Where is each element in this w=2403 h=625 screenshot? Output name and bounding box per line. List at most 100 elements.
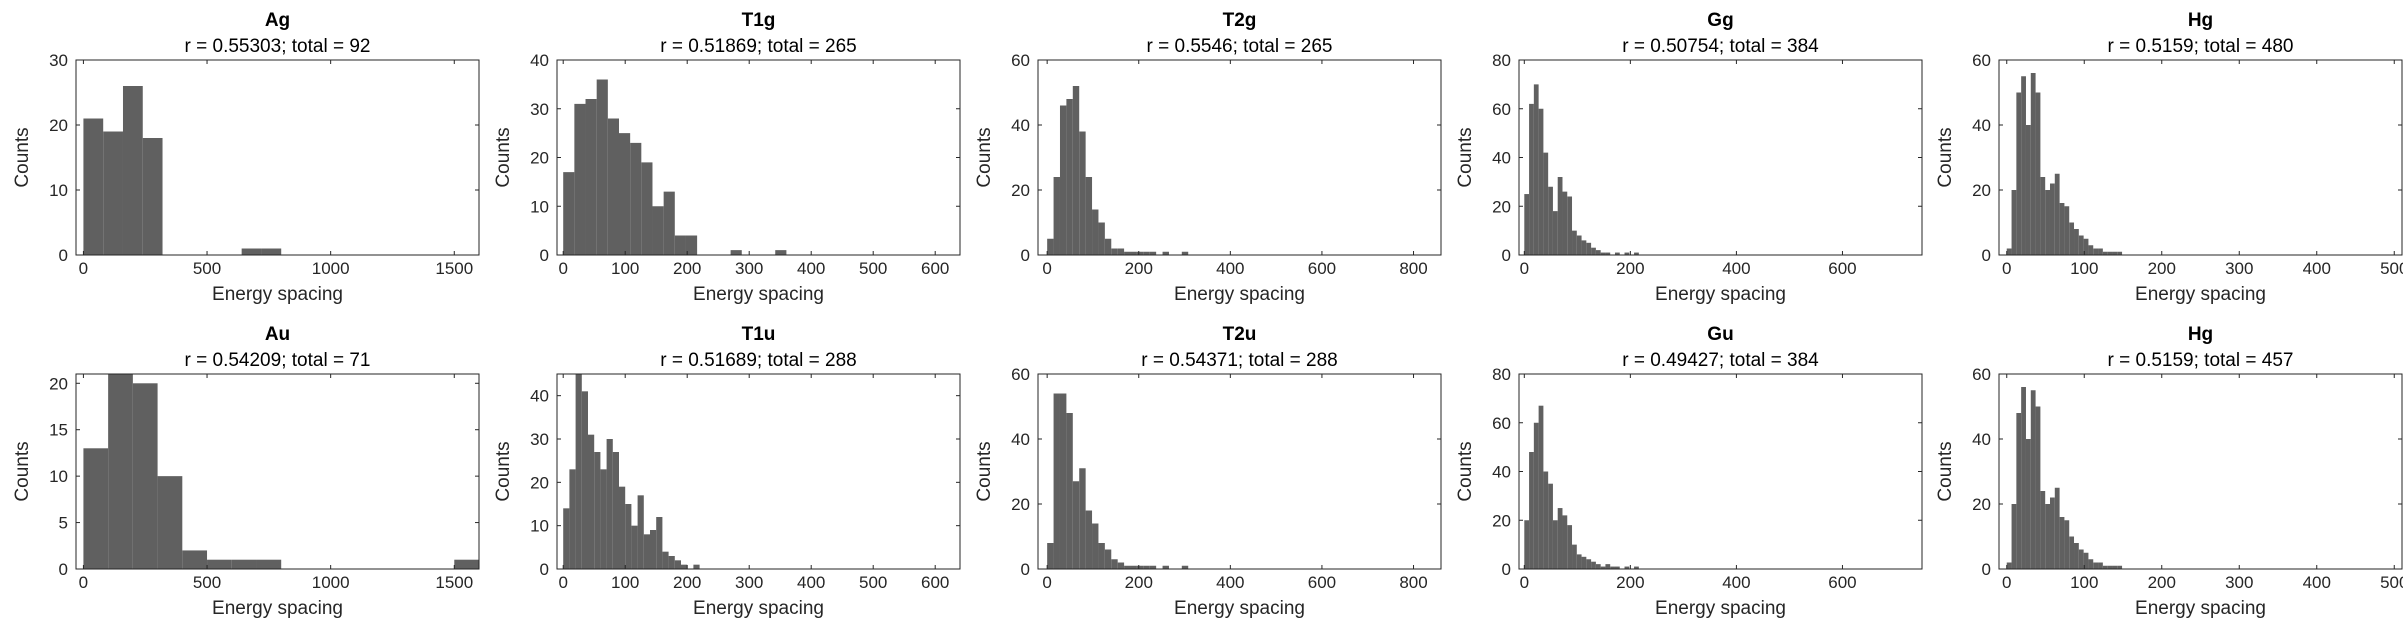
x-tick-label: 200	[1125, 573, 1153, 592]
histogram-bar	[2021, 387, 2026, 569]
panel-subtitle: r = 0.54371; total = 288	[1141, 350, 1338, 371]
histogram-bar	[1162, 565, 1169, 569]
histogram-bar	[2117, 565, 2123, 569]
histogram-bar	[600, 469, 607, 569]
histogram-bar	[1538, 108, 1544, 255]
histogram-bar	[1552, 520, 1558, 569]
x-tick-label: 0	[2002, 573, 2011, 592]
histogram-bar	[1600, 566, 1606, 569]
panel-title: T1g	[742, 10, 776, 31]
x-tick-label: 0	[1042, 259, 1051, 278]
histogram-bar	[650, 530, 657, 569]
histogram-bar	[585, 99, 597, 255]
x-axis-label: Energy spacing	[693, 598, 824, 619]
x-tick-label: 0	[79, 259, 88, 278]
histogram-bar	[2016, 413, 2022, 569]
histogram-bar	[652, 206, 664, 255]
x-tick-label: 500	[859, 259, 887, 278]
x-axis-label: Energy spacing	[1655, 598, 1786, 619]
y-tick-label: 80	[1492, 51, 1511, 70]
x-tick-label: 400	[1216, 259, 1244, 278]
histogram-bar	[2006, 562, 2012, 569]
x-tick-label: 200	[673, 259, 701, 278]
histogram-bar	[625, 504, 632, 569]
histogram-bar	[1092, 523, 1099, 569]
histogram-bar	[2074, 543, 2079, 569]
histogram-bar	[581, 391, 588, 569]
histogram-bar	[575, 374, 582, 569]
histogram-bar	[1085, 510, 1093, 569]
y-tick-label: 20	[530, 473, 549, 492]
x-tick-label: 200	[1125, 259, 1153, 278]
axes-box	[1998, 59, 2403, 256]
x-tick-label: 0	[558, 259, 567, 278]
histogram-bar	[83, 448, 109, 569]
panel-subtitle: r = 0.50754; total = 384	[1622, 36, 1819, 57]
histogram-bar	[1614, 566, 1620, 569]
histogram-bar	[108, 374, 133, 569]
y-tick-label: 10	[530, 197, 549, 216]
histogram-bar	[1591, 247, 1596, 255]
y-tick-label: 15	[49, 421, 68, 440]
y-tick-label: 40	[1492, 149, 1511, 168]
histogram-bar	[1149, 565, 1157, 569]
histogram-bar	[1111, 559, 1118, 569]
x-tick-label: 200	[2148, 573, 2176, 592]
x-axis-label: Energy spacing	[1174, 598, 1305, 619]
y-tick-label: 10	[49, 467, 68, 486]
histogram-bar	[1576, 554, 1582, 570]
histogram-bar	[643, 534, 650, 569]
panel-title: T2g	[1223, 10, 1257, 31]
histogram-bar	[563, 508, 570, 569]
y-tick-label: 20	[1011, 495, 1030, 514]
chart-panel-1: 0 500 1000 1500 0 10 20 30 Ag r = 0.55303; total …	[12, 10, 480, 305]
histogram-bar	[157, 476, 183, 569]
y-tick-label: 20	[1492, 197, 1511, 216]
histogram-bar	[612, 452, 619, 569]
histogram-bar	[1543, 471, 1549, 569]
histogram-bar	[1538, 405, 1544, 569]
histogram-bar	[2054, 173, 2060, 255]
histogram-bar	[1047, 238, 1054, 255]
y-axis-label: Counts	[1935, 441, 1956, 501]
panel-title: T1u	[742, 324, 776, 345]
histogram-bar	[674, 560, 681, 569]
histogram-bar	[2059, 203, 2065, 255]
histogram-bar	[2083, 552, 2089, 569]
histogram-bar	[1524, 520, 1530, 569]
y-tick-label: 0	[1502, 560, 1511, 579]
histogram-bar	[630, 142, 642, 256]
y-tick-label: 40	[530, 51, 549, 70]
histogram-bar	[2049, 497, 2055, 569]
y-tick-label: 30	[530, 100, 549, 119]
histogram-bar	[619, 486, 626, 569]
histogram-bar	[2112, 251, 2118, 255]
histogram-bar	[1117, 562, 1125, 569]
histogram-bar	[1567, 525, 1573, 570]
x-tick-label: 0	[1520, 259, 1529, 278]
histogram-bar	[1124, 565, 1131, 569]
y-tick-label: 0	[1021, 560, 1030, 579]
x-tick-label: 600	[1828, 259, 1856, 278]
histogram-bar	[2011, 504, 2017, 569]
histogram-bar	[1557, 508, 1563, 569]
histogram-bar	[1072, 86, 1080, 255]
histogram-bar	[1130, 565, 1137, 569]
histogram-bar	[241, 248, 262, 255]
y-axis-label: Counts	[974, 127, 995, 187]
panel-subtitle: r = 0.5546; total = 265	[1147, 36, 1333, 57]
x-tick-label: 100	[2070, 259, 2098, 278]
histogram-bar	[1098, 222, 1105, 255]
y-tick-label: 40	[1011, 430, 1030, 449]
histogram-bar	[2054, 487, 2060, 569]
histogram-bar	[2088, 245, 2094, 255]
histogram-bar	[1059, 105, 1067, 255]
axes-box	[1037, 59, 1442, 256]
y-axis-label: Counts	[1455, 441, 1476, 501]
x-tick-label: 400	[797, 573, 825, 592]
histogram-bar	[1614, 252, 1620, 255]
histogram-bar	[2078, 549, 2084, 569]
y-tick-label: 5	[59, 514, 68, 533]
panel-subtitle: r = 0.51869; total = 265	[660, 36, 857, 57]
histogram-bar	[1552, 211, 1558, 256]
